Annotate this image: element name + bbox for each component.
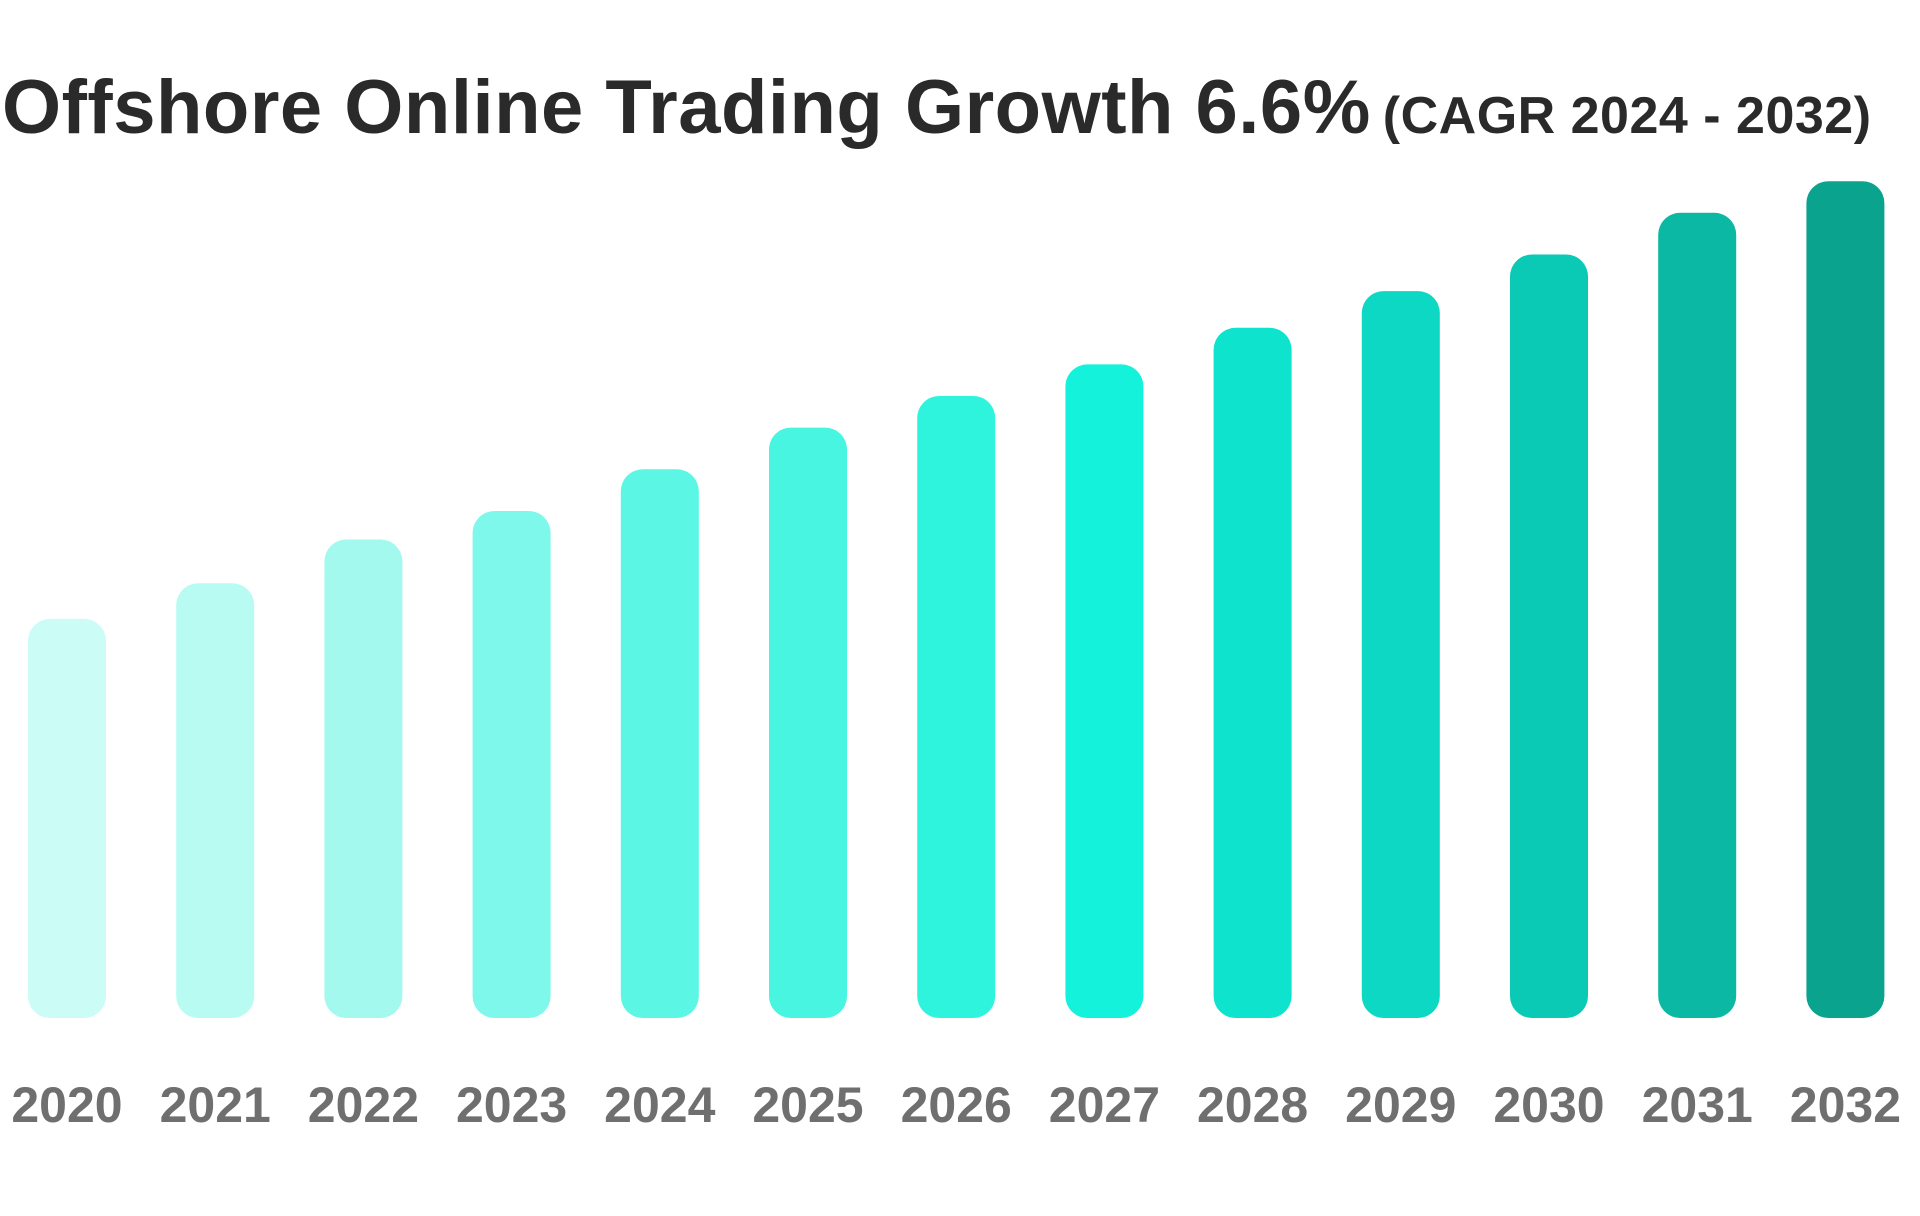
bar-2027 (1065, 364, 1144, 1018)
bar-2030 (1510, 254, 1588, 1018)
bar-2022 (324, 539, 403, 1018)
x-tick-label-2025: 2025 (752, 1077, 863, 1133)
bar-2028 (1213, 327, 1292, 1018)
bar-2029 (1361, 291, 1440, 1019)
x-tick-label-2021: 2021 (160, 1077, 271, 1133)
chart-subtitle: (CAGR 2024 - 2032) (1382, 87, 1872, 145)
bar-2021 (176, 583, 255, 1018)
bar-2025 (769, 427, 847, 1019)
x-tick-label-2032: 2032 (1790, 1077, 1901, 1133)
x-tick-label-2024: 2024 (604, 1077, 715, 1133)
x-tick-label-2030: 2030 (1493, 1077, 1604, 1133)
bar-2024 (620, 469, 699, 1018)
bar-2026 (917, 396, 996, 1018)
bars-group (28, 181, 1885, 1019)
x-tick-label-2020: 2020 (11, 1077, 122, 1133)
x-tick-label-2029: 2029 (1345, 1077, 1456, 1133)
bar-2023 (472, 511, 551, 1018)
bar-2032 (1806, 181, 1885, 1018)
chart-title-main: Offshore Online Trading Growth 6.6% (2, 65, 1371, 150)
x-tick-label-2031: 2031 (1642, 1077, 1753, 1133)
bar-2020 (28, 618, 106, 1018)
x-tick-label-2027: 2027 (1049, 1077, 1160, 1133)
x-tick-label-2023: 2023 (456, 1077, 567, 1133)
bar-2031 (1658, 212, 1737, 1019)
x-axis-ticks: 2020 2021 2022 2023 2024 2025 2026 2027 2028 2029… (11, 1077, 1901, 1133)
chart-title: Offshore Online Trading Growth 6.6% (CAGR… (2, 70, 1872, 146)
x-tick-label-2028: 2028 (1197, 1077, 1308, 1133)
x-tick-label-2026: 2026 (901, 1077, 1012, 1133)
x-tick-label-2022: 2022 (308, 1077, 419, 1133)
